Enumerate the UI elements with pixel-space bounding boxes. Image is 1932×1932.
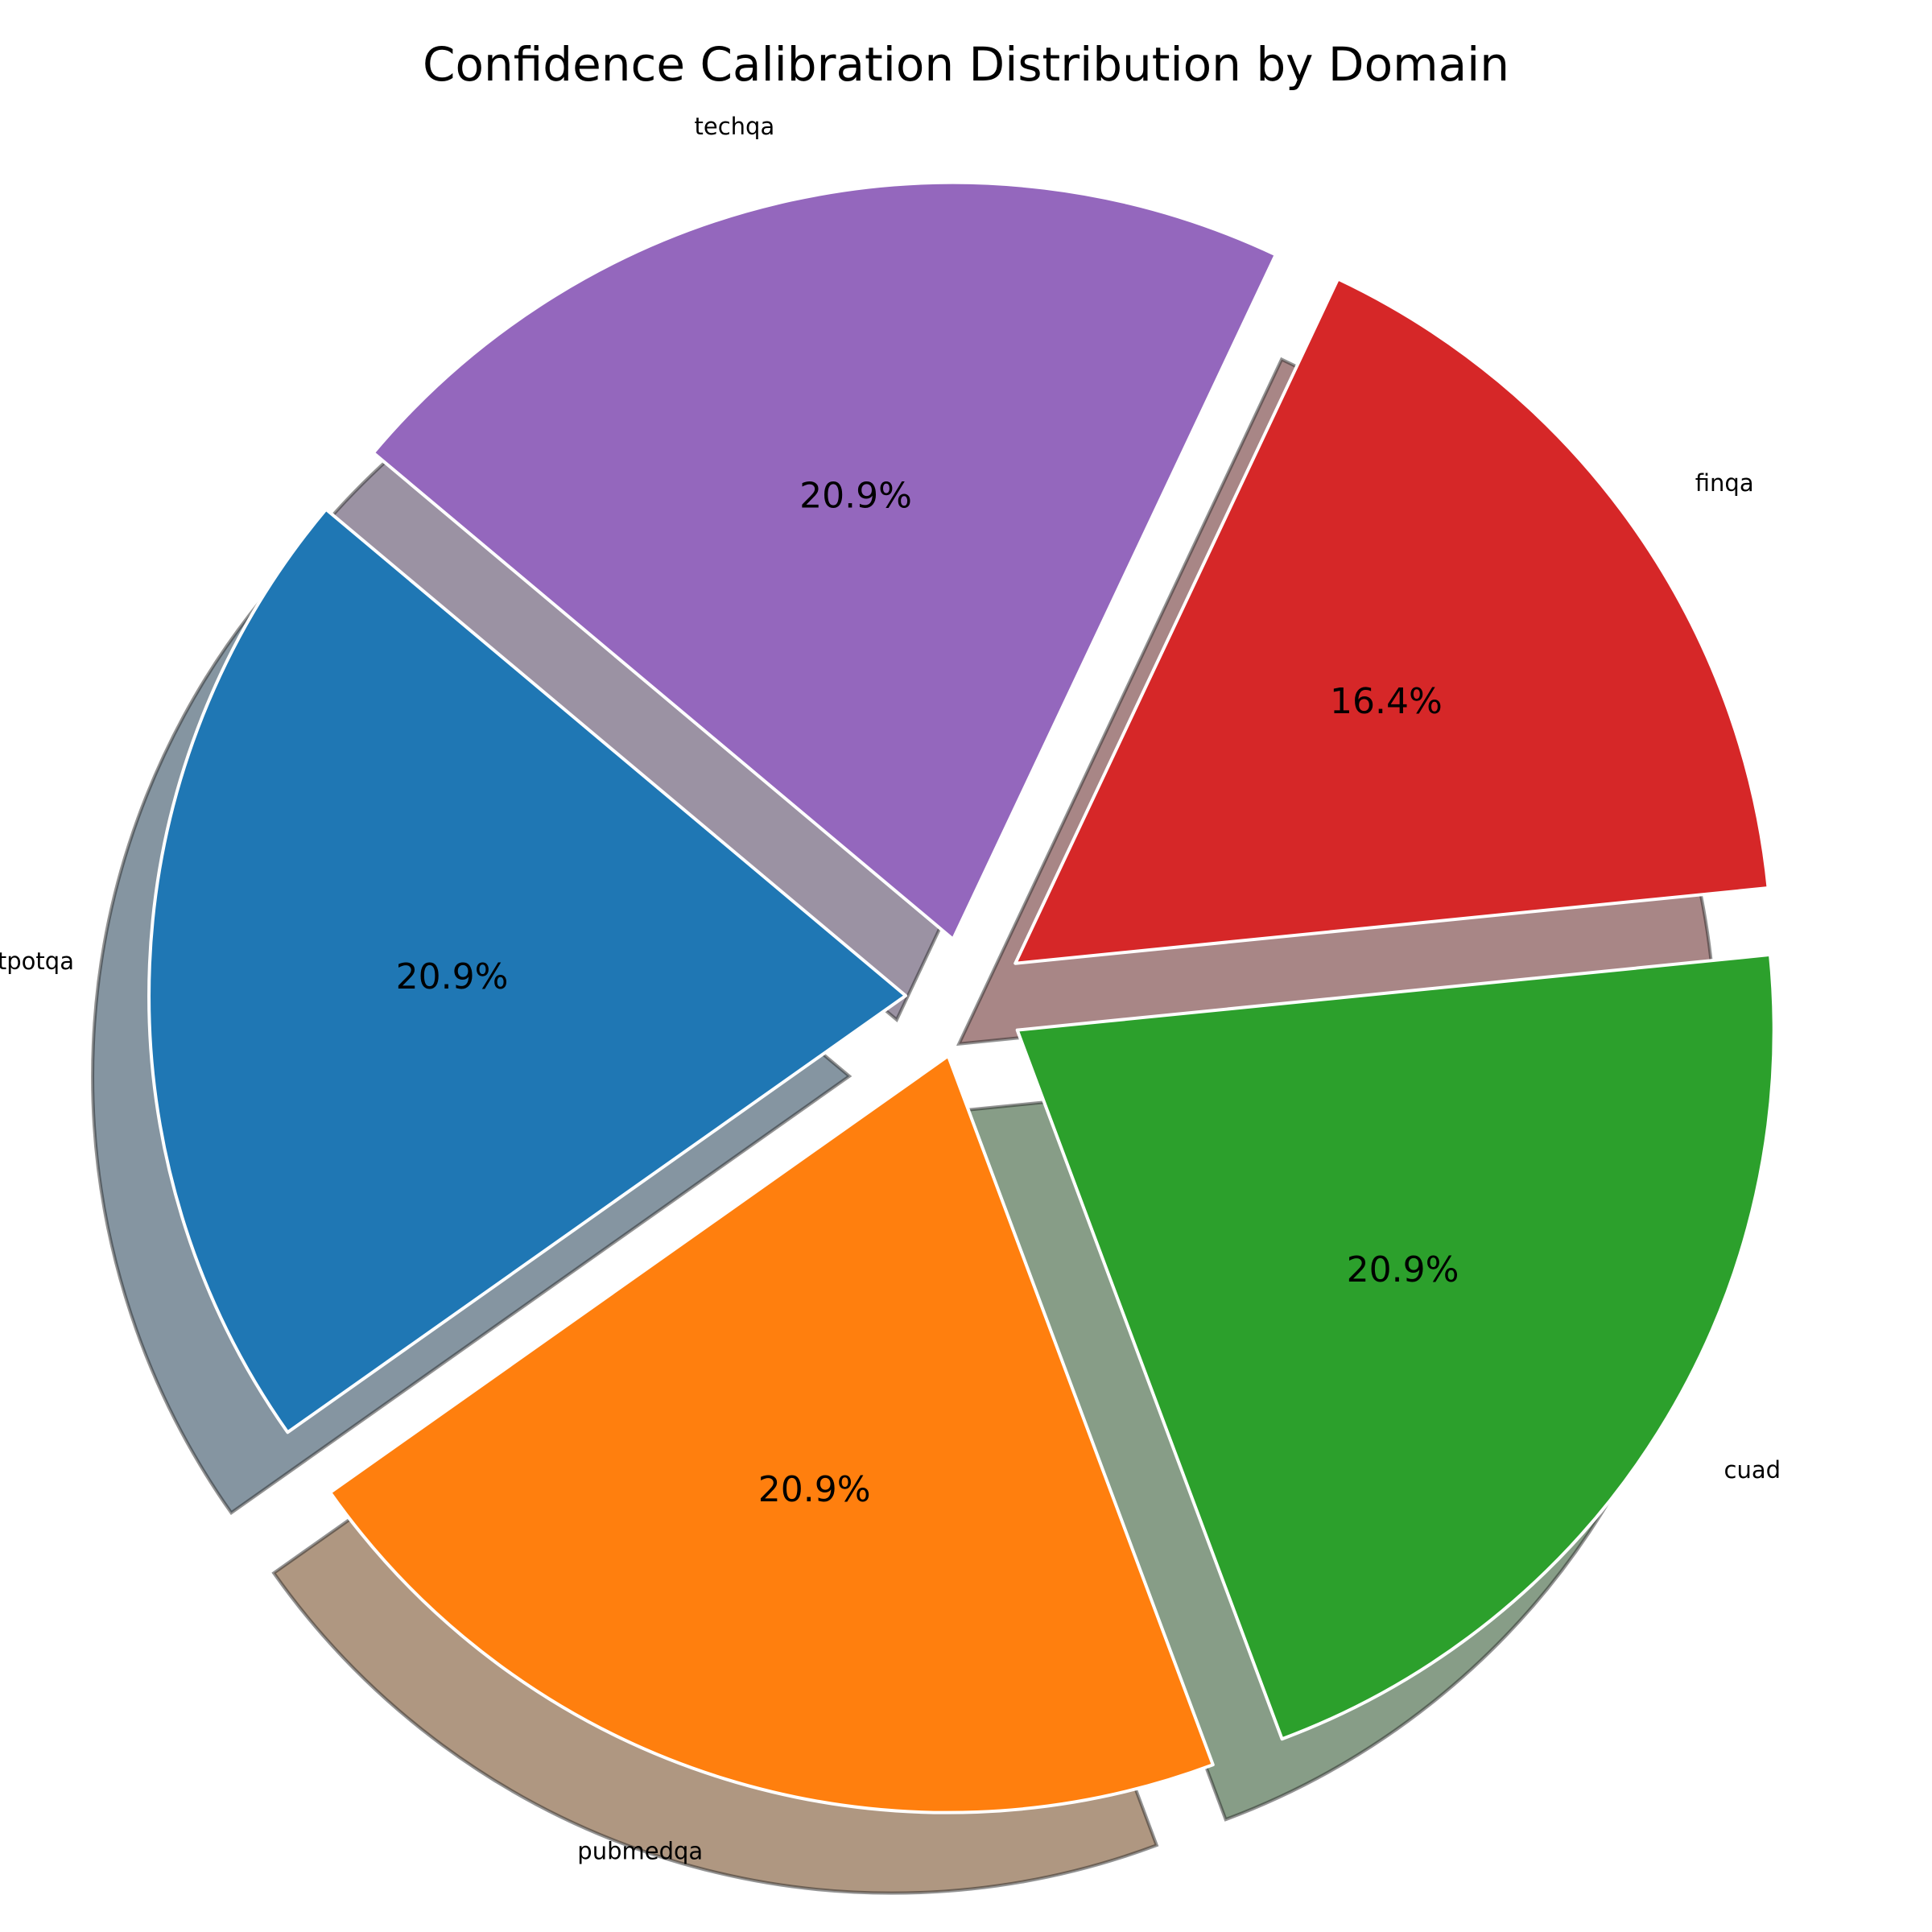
slice-label-techqa: techqa (695, 113, 775, 140)
slice-label-cuad: cuad (1724, 1456, 1781, 1484)
slice-hotpotqa (147, 507, 908, 1435)
slice-label-finqa: finqa (1695, 469, 1754, 497)
slice-pubmedqa (328, 1054, 1215, 1814)
pct-label-techqa: 20.9% (799, 475, 912, 516)
slice-label-hotpotqa: hotpotqa (0, 947, 74, 975)
slice-techqa (371, 180, 1278, 941)
slice-layer (147, 180, 1776, 1814)
pct-label-finqa: 16.4% (1330, 681, 1443, 722)
pct-label-hotpotqa: 20.9% (396, 956, 509, 997)
pct-label-cuad: 20.9% (1347, 1249, 1459, 1290)
chart-title: Confidence Calibration Distribution by D… (423, 37, 1509, 92)
slice-label-pubmedqa: pubmedqa (577, 1838, 703, 1865)
pct-label-pubmedqa: 20.9% (758, 1469, 871, 1510)
slice-finqa (1013, 277, 1770, 965)
slice-cuad (1015, 952, 1776, 1741)
label-layer: 20.9% hotpotqa 20.9% pubmedqa 20.9% cuad 16.4%… (0, 113, 1781, 1865)
